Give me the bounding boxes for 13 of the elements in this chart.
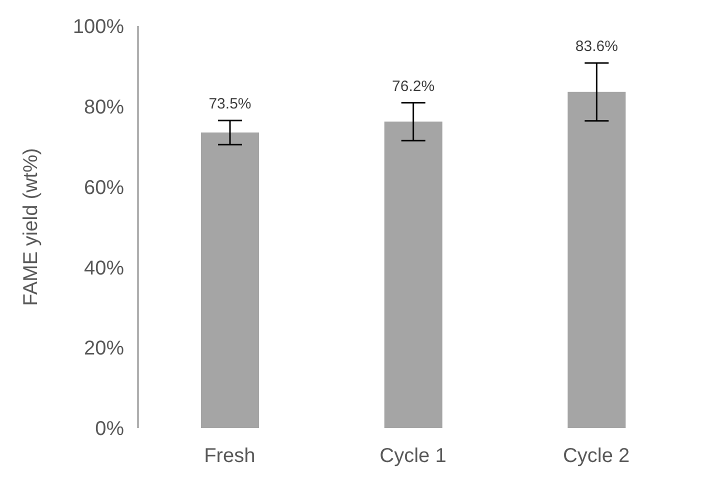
y-tick-label: 20% (84, 338, 124, 360)
y-tick-label: 40% (84, 257, 124, 280)
y-axis-title: FAME yield (wt%) (20, 148, 42, 306)
x-tick-label: Cycle 2 (562, 445, 630, 468)
x-tick-label: Cycle 1 (380, 445, 446, 468)
y-tick-label: 0% (95, 418, 124, 440)
y-tick-label: 80% (84, 96, 124, 118)
data-label: 83.6% (575, 38, 618, 55)
y-tick-label: 100% (72, 16, 124, 38)
x-tick-label: Fresh (204, 445, 256, 468)
data-label: 73.5% (208, 95, 252, 112)
data-label: 76.2% (392, 78, 435, 95)
y-tick-label: 60% (84, 176, 124, 199)
